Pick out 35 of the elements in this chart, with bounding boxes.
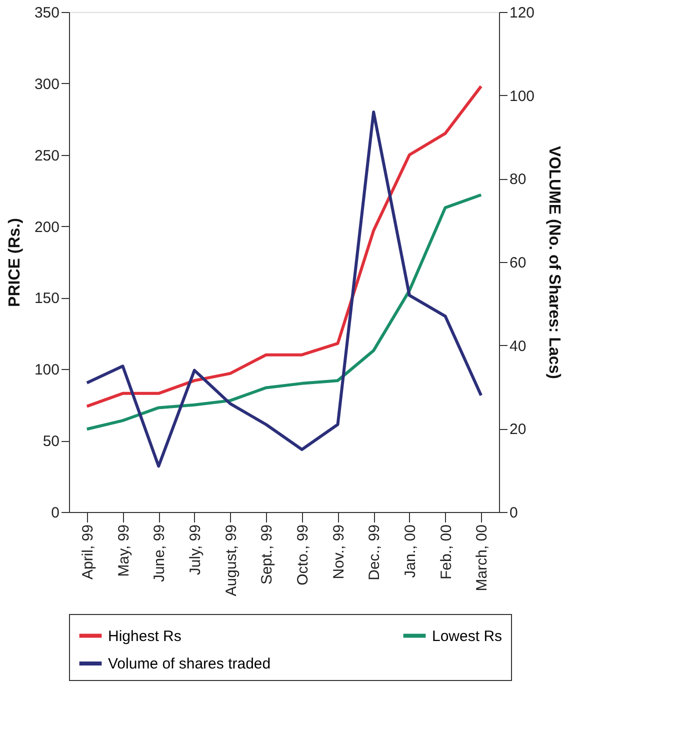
y-tick-label: 0 xyxy=(51,504,60,522)
x-tick-label: July, 99 xyxy=(186,524,204,576)
y-tick-label: 300 xyxy=(34,76,60,93)
y2-tick-label: 20 xyxy=(510,421,526,438)
y2-tick-label: 80 xyxy=(510,171,526,188)
y2-tick-label: 40 xyxy=(510,338,526,355)
x-tick-label: June, 99 xyxy=(151,524,168,582)
line-series xyxy=(85,193,483,431)
legend-label: Lowest Rs xyxy=(432,628,502,645)
legend-label: Highest Rs xyxy=(108,628,182,645)
y2-tick-label: 100 xyxy=(510,88,535,105)
y-tick-label: 200 xyxy=(34,218,60,236)
x-tick-label: Nov., 99 xyxy=(330,524,348,580)
x-tick-label: Octo., 99 xyxy=(294,524,312,586)
y2-tick-label: 0 xyxy=(510,504,518,522)
y-tick-label: 100 xyxy=(34,362,60,379)
y-tick-label: 250 xyxy=(34,147,60,164)
y-tick-label: 50 xyxy=(42,433,60,450)
x-tick-label: Jan., 00 xyxy=(402,524,419,578)
y-tick-label: 350 xyxy=(34,4,60,22)
y2-tick-label: 60 xyxy=(510,254,526,272)
x-tick-label: April, 99 xyxy=(79,524,96,580)
y-axis-title: PRICE (Rs.) xyxy=(6,218,24,307)
x-tick-label: March, 00 xyxy=(474,524,491,592)
x-tick-label: Dec., 99 xyxy=(366,524,384,580)
x-tick-label: May, 99 xyxy=(115,524,132,577)
line-series xyxy=(85,110,483,468)
x-tick-label: Sept., 99 xyxy=(258,524,276,585)
y2-axis-title: VOLUME (No. of Shares: Lacs) xyxy=(546,146,563,379)
x-tick-label: Feb., 00 xyxy=(438,524,455,580)
x-tick-label: August, 99 xyxy=(222,524,240,596)
line-series xyxy=(85,84,483,408)
y-tick-label: 150 xyxy=(34,290,60,308)
legend-label: Volume of shares traded xyxy=(108,656,271,672)
y2-tick-label: 120 xyxy=(510,4,535,22)
